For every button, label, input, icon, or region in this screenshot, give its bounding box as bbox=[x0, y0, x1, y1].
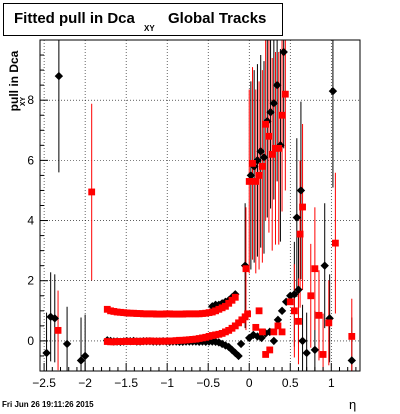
data-point-red bbox=[299, 203, 306, 211]
data-point-red bbox=[331, 239, 339, 247]
data-point-black bbox=[277, 306, 287, 316]
data-point-black bbox=[302, 348, 311, 358]
data-point-red bbox=[255, 307, 263, 315]
chart-title-subscript: XY bbox=[144, 24, 155, 33]
data-point-red bbox=[325, 319, 333, 327]
chart-title-suffix: Global Tracks bbox=[168, 10, 267, 27]
data-point-black bbox=[347, 356, 356, 365]
tick-labels: −2.5 −2 −1.5 −1 −0.5 0 0.5 1 0 2 4 6 8 bbox=[27, 93, 335, 390]
data-point-red bbox=[255, 172, 263, 179]
data-point-red bbox=[270, 328, 278, 336]
data-point-red bbox=[275, 144, 283, 152]
data-point-black bbox=[80, 351, 90, 361]
y-tick-label: 4 bbox=[27, 214, 34, 228]
grid-lines bbox=[40, 40, 360, 371]
data-point-red bbox=[278, 328, 286, 336]
data-point-black bbox=[214, 338, 224, 347]
data-point-black bbox=[234, 351, 243, 361]
x-tick-label: −1 bbox=[160, 376, 174, 390]
data-point-black bbox=[236, 339, 246, 349]
data-points bbox=[42, 47, 356, 365]
x-tick-label: −1.5 bbox=[114, 376, 138, 390]
data-point-red bbox=[265, 132, 273, 140]
x-tick-label: 0.5 bbox=[282, 376, 299, 390]
chart-title-box: Fitted pull in Dca XY Global Tracks bbox=[3, 3, 283, 36]
data-point-black bbox=[256, 147, 265, 156]
data-point-black bbox=[290, 290, 299, 299]
y-tick-label: 2 bbox=[27, 274, 34, 288]
data-point-black bbox=[50, 314, 59, 323]
data-point-black bbox=[269, 98, 279, 108]
data-point-black bbox=[76, 356, 86, 365]
y-tick-label: 0 bbox=[27, 334, 34, 348]
data-point-red bbox=[281, 90, 289, 98]
data-point-red bbox=[242, 265, 250, 273]
data-point-red bbox=[245, 178, 253, 185]
data-point-black bbox=[296, 186, 306, 195]
x-axis-label: η bbox=[349, 397, 357, 412]
data-point-black bbox=[328, 86, 338, 96]
data-point-black bbox=[272, 80, 282, 90]
data-point-black bbox=[42, 348, 51, 358]
data-point-red bbox=[290, 307, 298, 315]
data-point-red bbox=[315, 311, 323, 319]
data-point-red bbox=[268, 150, 276, 158]
data-point-red bbox=[296, 230, 304, 238]
data-point-red bbox=[286, 298, 294, 306]
data-point-red bbox=[249, 159, 256, 167]
axes bbox=[39, 39, 361, 372]
date-stamp: Fri Jun 26 19:11:26 2015 bbox=[2, 400, 94, 409]
x-tick-label: −2 bbox=[78, 376, 92, 390]
data-point-black bbox=[266, 108, 275, 117]
data-point-red bbox=[88, 188, 96, 196]
data-point-red bbox=[348, 332, 356, 340]
chart-title: Fitted pull in Dca bbox=[14, 10, 135, 27]
data-point-red bbox=[307, 292, 315, 300]
data-point-black bbox=[246, 171, 256, 180]
data-point-black bbox=[292, 213, 302, 222]
data-point-black bbox=[54, 71, 64, 81]
y-tick-label: 8 bbox=[27, 93, 34, 107]
data-point-red bbox=[266, 346, 274, 354]
data-point-black bbox=[269, 336, 279, 346]
x-tick-label: 0 bbox=[246, 376, 253, 390]
data-point-red bbox=[319, 351, 327, 358]
data-point-red bbox=[311, 265, 319, 273]
data-point-red bbox=[262, 351, 270, 358]
error-bars bbox=[46, 40, 353, 371]
plot-frame bbox=[39, 39, 361, 372]
data-point-red bbox=[258, 328, 266, 336]
data-point-red bbox=[274, 322, 282, 330]
data-point-red bbox=[54, 326, 62, 334]
data-point-black bbox=[298, 336, 307, 346]
data-point-red bbox=[252, 323, 260, 331]
data-point-red bbox=[231, 293, 239, 301]
data-point-red bbox=[295, 317, 302, 325]
data-point-black bbox=[279, 47, 288, 57]
data-point-red bbox=[258, 162, 266, 170]
data-point-red bbox=[262, 120, 270, 128]
data-point-red bbox=[244, 310, 251, 318]
x-tick-label: −0.5 bbox=[196, 376, 220, 390]
data-point-red bbox=[278, 111, 286, 119]
data-point-black bbox=[320, 261, 329, 270]
data-point-red bbox=[252, 178, 260, 185]
data-point-black bbox=[259, 153, 269, 162]
y-tick-label: 6 bbox=[27, 153, 34, 167]
data-point-black bbox=[273, 315, 283, 325]
data-point-black bbox=[257, 333, 266, 343]
data-point-black bbox=[294, 285, 303, 294]
x-tick-label: −2.5 bbox=[32, 376, 56, 390]
x-tick-label: 1 bbox=[328, 376, 335, 390]
data-point-black bbox=[310, 345, 320, 355]
data-point-black bbox=[62, 339, 72, 349]
